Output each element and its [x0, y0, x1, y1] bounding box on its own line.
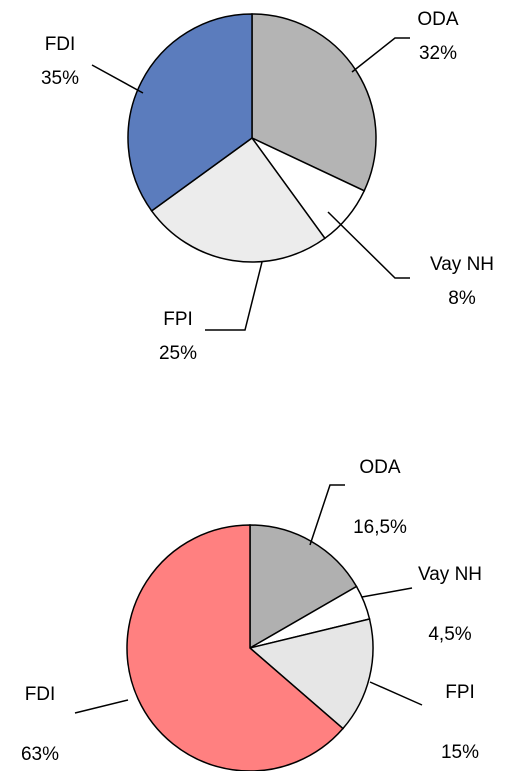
pie-slice — [127, 13, 253, 212]
pie-chart: ODA 32% Vay NH 8% FPI 25% FDI 35% — [41, 9, 494, 364]
slice-label: FPI — [445, 682, 475, 703]
slice-label: ODA — [417, 9, 459, 30]
slice-value-label: 35% — [41, 68, 79, 89]
slice-value-label: 8% — [448, 288, 476, 309]
slice-value-label: 63% — [21, 744, 59, 765]
leader-line — [205, 261, 263, 331]
slice-label: Vay NH — [418, 564, 482, 585]
leader-line — [361, 587, 413, 598]
slice-label: FDI — [25, 684, 56, 705]
slice-value-label: 25% — [159, 343, 197, 364]
pie-slice — [150, 136, 326, 263]
slice-label: FDI — [45, 34, 76, 55]
slice-value-label: 15% — [441, 742, 479, 763]
slice-label: ODA — [359, 457, 401, 478]
leader-line — [74, 699, 129, 714]
slice-label: FPI — [163, 309, 193, 330]
leader-line — [351, 37, 410, 73]
slice-value-label: 4,5% — [428, 624, 471, 645]
leader-line — [91, 64, 144, 94]
leader-line — [327, 211, 410, 279]
pie-slice — [251, 13, 377, 192]
slice-label: Vay NH — [430, 254, 494, 275]
slice-value-label: 32% — [419, 43, 457, 64]
leader-line — [309, 484, 345, 546]
pie-slice — [248, 618, 374, 730]
slice-value-label: 16,5% — [353, 517, 407, 538]
pie-chart: ODA 16,5% Vay NH 4,5% FPI 15% FDI 63% — [21, 457, 482, 772]
leader-line — [369, 681, 423, 706]
pie-slice — [126, 524, 345, 772]
